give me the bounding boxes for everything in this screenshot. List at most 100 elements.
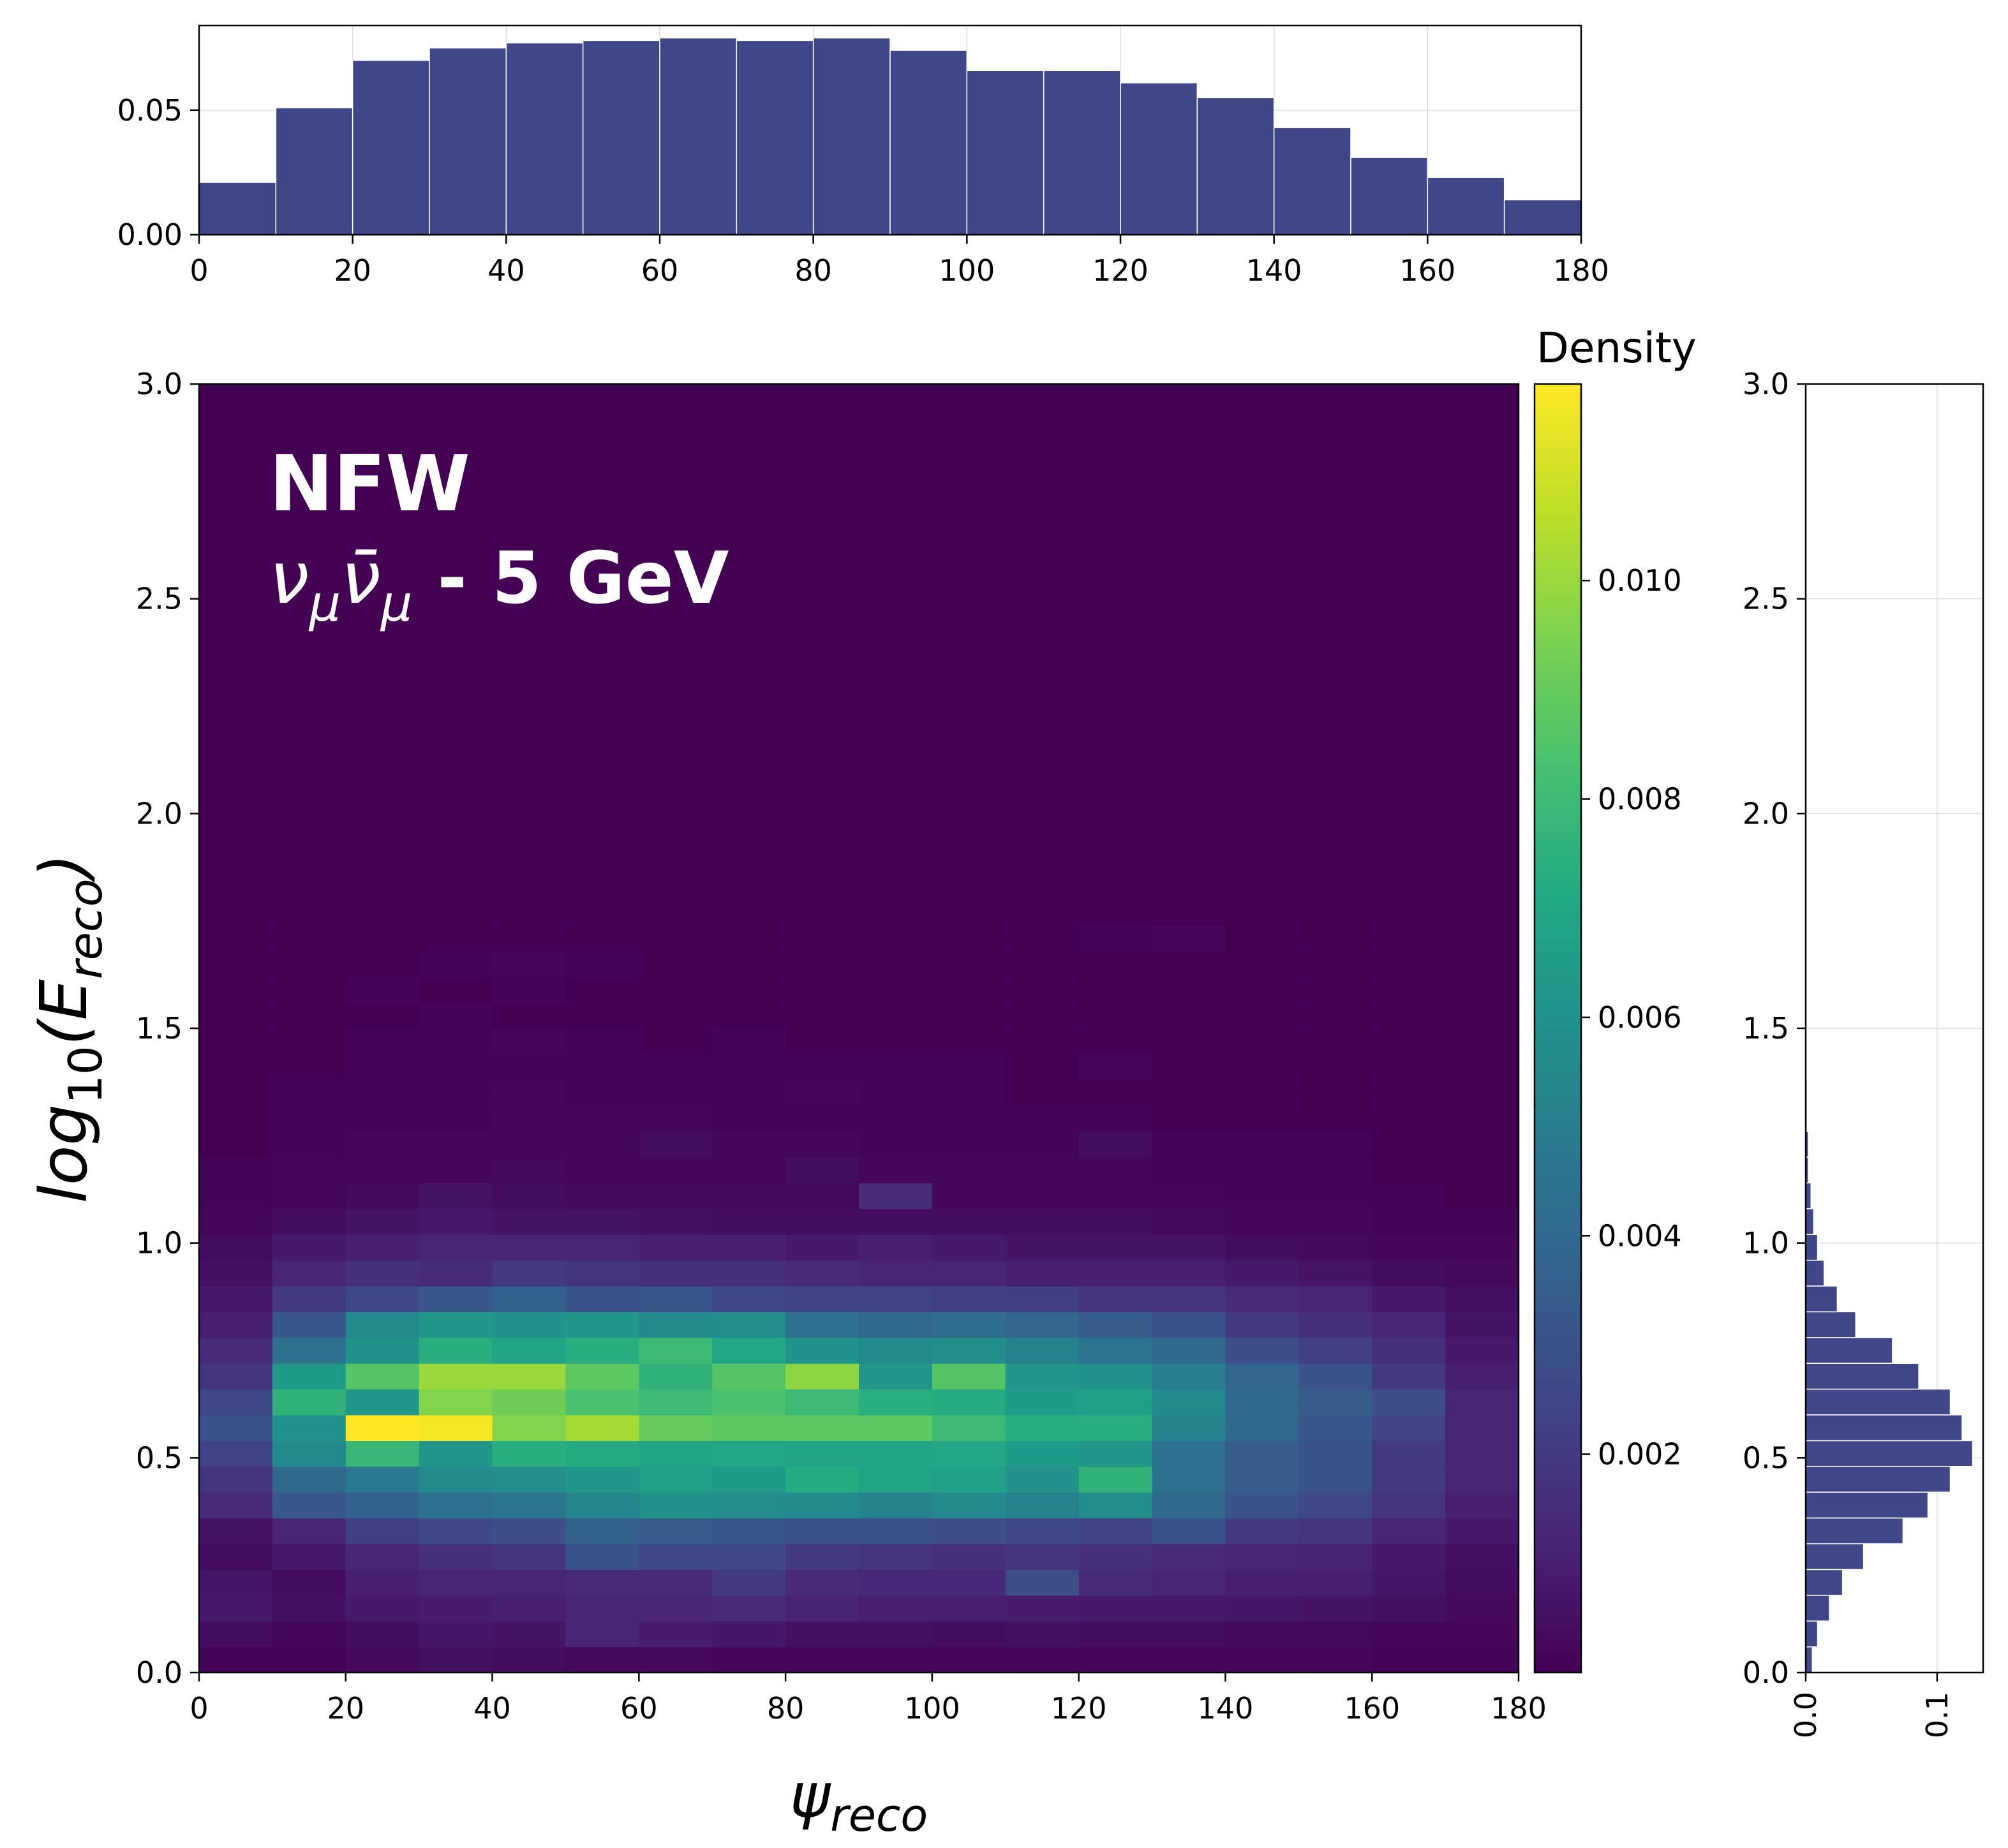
heatmap-cell — [1078, 1157, 1153, 1183]
heatmap-cell — [1005, 925, 1080, 952]
heatmap-cell — [1152, 1054, 1226, 1081]
heatmap-cell — [1005, 1466, 1080, 1493]
heatmap-cell — [345, 1105, 420, 1132]
top-histogram-bar — [889, 50, 968, 235]
y-tick-label: 2.5 — [136, 582, 182, 616]
heatmap-cell — [1298, 1595, 1372, 1622]
heatmap-cell — [1225, 1312, 1299, 1338]
heatmap-cell — [859, 1466, 933, 1493]
heatmap-cell — [1298, 1492, 1372, 1519]
top-histogram-bar — [505, 42, 584, 235]
heatmap-cell — [272, 1595, 346, 1622]
colorbar-tick-label: 0.008 — [1598, 782, 1682, 817]
heatmap-cell — [199, 1105, 273, 1132]
right-y-tick-label: 2.0 — [1743, 796, 1789, 831]
heatmap-cell — [712, 1389, 786, 1416]
heatmap-cell — [345, 1518, 420, 1544]
heatmap-cell — [785, 1312, 859, 1338]
heatmap-cell — [932, 1105, 1006, 1132]
heatmap-cell — [1005, 1337, 1080, 1364]
heatmap-cell — [639, 1492, 713, 1519]
heatmap-cell — [712, 950, 786, 977]
heatmap-cell — [1078, 1363, 1153, 1390]
heatmap-cell — [1372, 1440, 1446, 1467]
heatmap-cell — [1005, 1492, 1080, 1519]
heatmap-cell — [859, 1157, 933, 1183]
y-tick-label: 1.5 — [136, 1011, 182, 1046]
heatmap-cell — [1372, 977, 1446, 1003]
heatmap-cell — [1005, 1389, 1080, 1416]
right-histogram-bar — [1805, 1466, 1951, 1493]
heatmap-cell — [565, 1183, 639, 1209]
heatmap-cell — [272, 1234, 346, 1261]
heatmap-cell — [859, 1569, 933, 1596]
heatmap-cell — [492, 1595, 567, 1622]
heatmap-cell — [1372, 1157, 1446, 1183]
heatmap-cell — [345, 1079, 420, 1106]
heatmap-cell — [1445, 1183, 1519, 1209]
x-axis-label: ψreco — [790, 1760, 928, 1842]
top-x-tick-label: 100 — [939, 253, 995, 288]
heatmap-cell — [419, 1363, 493, 1390]
heatmap-cell — [345, 1208, 420, 1235]
heatmap-cell — [272, 1208, 346, 1235]
heatmap-cell — [1005, 1157, 1080, 1183]
heatmap-cell — [1445, 1621, 1519, 1648]
heatmap-cell — [1372, 1312, 1446, 1338]
heatmap-cell — [1445, 1054, 1519, 1081]
heatmap-cell — [492, 1183, 567, 1209]
top-x-tick-label: 140 — [1246, 253, 1302, 288]
heatmap-cell — [1372, 1621, 1446, 1648]
heatmap-cell — [639, 1363, 713, 1390]
heatmap-cell — [932, 1595, 1006, 1622]
right-histogram-bar — [1805, 1259, 1825, 1287]
heatmap-cell — [1225, 1595, 1299, 1622]
heatmap-cell — [1225, 1183, 1299, 1209]
heatmap-cell — [1298, 1621, 1372, 1648]
top-histogram-bar — [198, 182, 277, 235]
heatmap-cell — [712, 1131, 786, 1158]
heatmap-cell — [639, 977, 713, 1003]
heatmap-cell — [199, 1054, 273, 1081]
heatmap-cell — [345, 1131, 420, 1158]
heatmap-cell — [859, 950, 933, 977]
top-x-tick-label: 20 — [334, 253, 371, 288]
heatmap-cell — [1445, 1260, 1519, 1287]
heatmap-cell — [1298, 1105, 1372, 1132]
heatmap-cell — [565, 1415, 639, 1441]
heatmap-cell — [639, 1518, 713, 1544]
heatmap-cell — [1298, 1208, 1372, 1235]
heatmap-cell — [492, 1337, 567, 1364]
heatmap-cell — [785, 1621, 859, 1648]
y-tick-label: 3.0 — [136, 367, 182, 401]
right-x-tick-label: 0.0 — [1789, 1692, 1823, 1738]
heatmap-cell — [1225, 1337, 1299, 1364]
heatmap-cell — [1152, 1363, 1226, 1390]
heatmap-cell — [785, 1157, 859, 1183]
heatmap-cell — [1298, 1312, 1372, 1338]
heatmap-cell — [1152, 977, 1226, 1003]
heatmap-cell — [565, 1157, 639, 1183]
heatmap-cell — [199, 1208, 273, 1235]
heatmap-cell — [492, 1621, 567, 1648]
heatmap-cell — [492, 1389, 567, 1416]
top-histogram-bar — [1350, 157, 1429, 235]
heatmap-cell — [859, 1028, 933, 1054]
top-y-tick-label: 0.05 — [117, 93, 182, 128]
heatmap-cell — [639, 1157, 713, 1183]
heatmap-cell — [419, 1079, 493, 1106]
heatmap-cell — [712, 1157, 786, 1183]
heatmap-cell — [1445, 1646, 1519, 1673]
heatmap-cell — [785, 1234, 859, 1261]
heatmap-cell — [785, 1415, 859, 1441]
heatmap-cell — [785, 1183, 859, 1209]
heatmap-cell — [345, 1312, 420, 1338]
heatmap-cell — [859, 1363, 933, 1390]
heatmap-cell — [859, 1286, 933, 1312]
x-tick-label: 180 — [1491, 1691, 1547, 1726]
heatmap-cell — [565, 925, 639, 952]
right-y-tick-label: 0.5 — [1743, 1440, 1789, 1475]
heatmap-cell — [1372, 1105, 1446, 1132]
heatmap-cell — [1078, 1286, 1153, 1312]
x-tick-label: 40 — [473, 1691, 511, 1726]
